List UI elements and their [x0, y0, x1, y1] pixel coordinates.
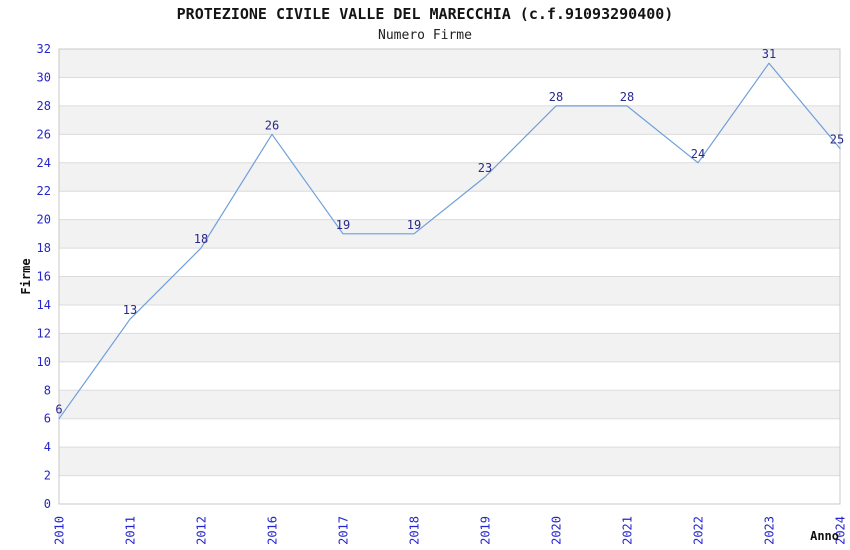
data-label: 6: [55, 403, 62, 417]
plot-band: [59, 49, 840, 78]
plot-band: [59, 390, 840, 419]
plot-border: [58, 48, 841, 505]
data-label: 26: [265, 118, 279, 132]
x-tick-label: 2023: [763, 516, 777, 545]
data-label: 23: [478, 161, 492, 175]
x-tick-label: 2016: [266, 516, 280, 545]
y-axis-title: Firme: [19, 258, 33, 294]
y-tick-label: 28: [37, 99, 51, 113]
x-tick-label: 2019: [479, 516, 493, 545]
plot-band: [59, 105, 840, 135]
x-tick-label: 2022: [692, 516, 706, 545]
data-line: [58, 62, 841, 420]
x-tick-label: 2024: [834, 516, 848, 545]
data-label: 25: [830, 133, 844, 147]
data-label: 19: [336, 218, 350, 232]
y-tick-label: 10: [37, 355, 51, 369]
y-tick-label: 6: [44, 412, 51, 426]
x-tick-label: 2011: [124, 516, 138, 545]
plot-band: [59, 447, 840, 476]
y-tick-label: 24: [37, 156, 51, 170]
y-tick-label: 2: [44, 469, 51, 483]
x-tick-label: 2010: [53, 516, 67, 545]
plot-band: [59, 333, 840, 362]
data-label: 28: [549, 90, 563, 104]
y-tick-label: 14: [37, 298, 51, 312]
y-tick-label: 4: [44, 440, 51, 454]
data-label: 28: [620, 90, 634, 104]
x-axis-title: Anno: [810, 529, 839, 543]
x-tick-label: 2020: [550, 516, 564, 545]
x-tick-label: 2021: [621, 516, 635, 545]
y-tick-label: 26: [37, 127, 51, 141]
y-tick-label: 16: [37, 270, 51, 284]
data-label: 13: [123, 303, 137, 317]
data-label: 19: [407, 218, 421, 232]
x-tick-label: 2012: [195, 516, 209, 545]
chart-subtitle: Numero Firme: [378, 28, 472, 43]
y-tick-label: 12: [37, 326, 51, 340]
data-label: 31: [762, 47, 776, 61]
plot-band: [59, 162, 840, 192]
y-tick-label: 22: [37, 184, 51, 198]
y-tick-label: 30: [37, 70, 51, 84]
x-tick-label: 2018: [408, 516, 422, 545]
chart-title: PROTEZIONE CIVILE VALLE DEL MARECCHIA (c…: [176, 5, 674, 23]
plot-band: [59, 276, 840, 305]
plot-band: [59, 219, 840, 249]
data-label: 24: [691, 147, 705, 161]
y-tick-label: 8: [44, 383, 51, 397]
y-tick-label: 0: [44, 497, 51, 511]
y-tick-label: 32: [37, 42, 51, 56]
x-tick-label: 2017: [337, 516, 351, 545]
y-tick-label: 18: [37, 241, 51, 255]
y-tick-label: 20: [37, 213, 51, 227]
data-label: 18: [194, 232, 208, 246]
